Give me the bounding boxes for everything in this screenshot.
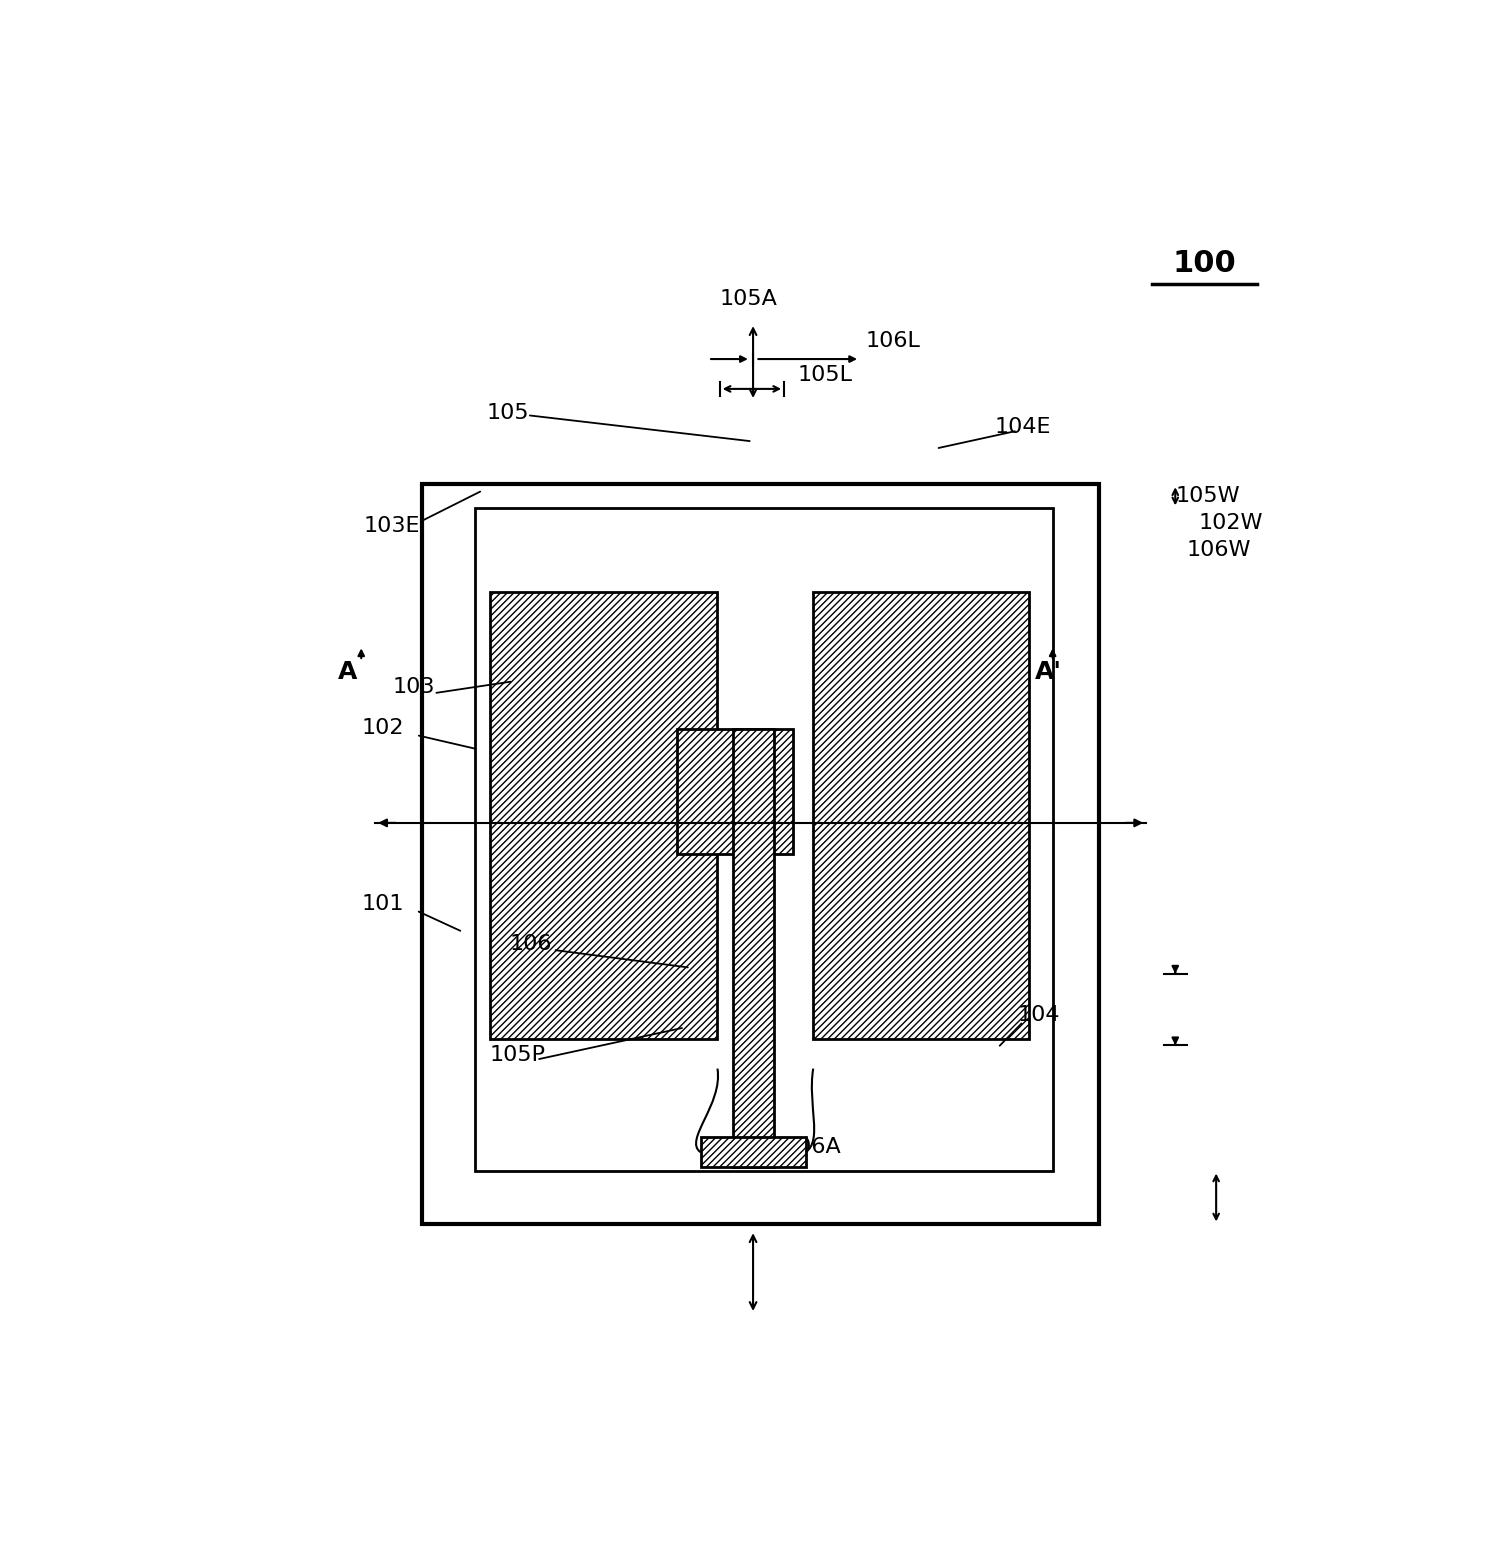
Text: 103: 103 — [393, 677, 436, 698]
Text: 104: 104 — [1017, 1006, 1059, 1026]
Bar — [475, 508, 1052, 1170]
Text: 105L: 105L — [799, 364, 853, 384]
Text: 102: 102 — [362, 718, 404, 738]
Text: 101: 101 — [362, 894, 404, 914]
Text: 100: 100 — [1172, 250, 1236, 277]
Bar — [677, 728, 793, 854]
Text: 105: 105 — [487, 403, 529, 423]
Text: 104E: 104E — [995, 417, 1050, 437]
Text: 105P: 105P — [490, 1045, 546, 1065]
Bar — [814, 592, 1029, 1040]
Text: A: A — [338, 660, 357, 684]
Bar — [490, 592, 717, 1040]
Bar — [732, 728, 773, 1167]
Bar — [422, 484, 1100, 1224]
Text: 103E: 103E — [363, 516, 420, 536]
Text: 106W: 106W — [1188, 539, 1251, 560]
Text: 106L: 106L — [865, 332, 921, 352]
Text: 102W: 102W — [1198, 513, 1263, 533]
Text: A': A' — [1035, 660, 1062, 684]
Bar — [701, 1138, 806, 1167]
Text: 106A: 106A — [784, 1136, 842, 1156]
Text: 105W: 105W — [1175, 487, 1240, 507]
Text: 106: 106 — [509, 933, 552, 953]
Text: 105A: 105A — [720, 290, 778, 310]
